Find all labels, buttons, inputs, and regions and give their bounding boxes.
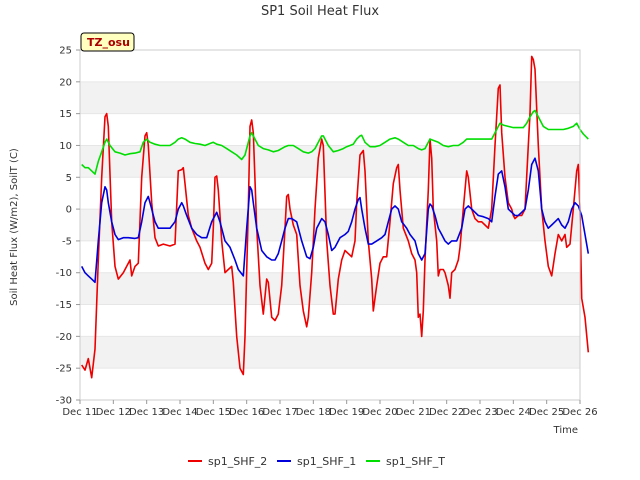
- y-tick-label: 0: [66, 205, 72, 216]
- x-tick-label: Dec 14: [162, 407, 197, 418]
- legend: sp1_SHF_2 sp1_SHF_1 sp1_SHF_T: [188, 455, 445, 468]
- x-tick-label: Dec 16: [229, 407, 264, 418]
- grid-band: [80, 336, 580, 369]
- y-tick-label: -5: [62, 236, 72, 247]
- x-tick-label: Dec 25: [529, 407, 564, 418]
- y-tick-label: -25: [56, 364, 72, 375]
- x-tick-label: Dec 22: [429, 407, 464, 418]
- site-badge-text: TZ_osu: [87, 36, 130, 49]
- y-tick-label: 10: [59, 141, 72, 152]
- x-tick-label: Dec 20: [362, 407, 397, 418]
- x-tick-label: Dec 23: [462, 407, 497, 418]
- y-tick-label: 15: [59, 109, 72, 120]
- y-tick-label: 25: [59, 46, 72, 57]
- y-tick-label: -20: [56, 332, 72, 343]
- series-line-sp1_SHF_T: [81, 109, 589, 175]
- legend-label-sp1_SHF_1: sp1_SHF_1: [297, 455, 356, 468]
- x-axis-label: Time: [553, 425, 578, 436]
- series-line-sp1_SHF_2: [81, 55, 590, 379]
- x-tick-label: Dec 12: [96, 407, 131, 418]
- grid-band: [80, 81, 580, 114]
- x-tick-label: Dec 17: [262, 407, 297, 418]
- y-tick-label: 5: [66, 173, 72, 184]
- y-tick-label: -30: [56, 396, 72, 407]
- y-tick-label: -10: [56, 268, 72, 279]
- x-tick-label: Dec 11: [62, 407, 97, 418]
- axes: [79, 49, 581, 401]
- legend-label-sp1_SHF_T: sp1_SHF_T: [386, 455, 445, 468]
- x-tick-label: Dec 21: [396, 407, 431, 418]
- chart-title: SP1 Soil Heat Flux: [261, 4, 379, 19]
- x-tick-label: Dec 19: [329, 407, 364, 418]
- grid-band: [80, 209, 580, 241]
- x-tick-label: Dec 18: [296, 407, 331, 418]
- series-line-sp1_SHF_1: [80, 157, 590, 284]
- site-badge: TZ_osu: [80, 32, 135, 52]
- x-tick-label: Dec 15: [196, 407, 231, 418]
- y-tick-label: -15: [56, 300, 72, 311]
- x-tick-label: Dec 24: [496, 407, 531, 418]
- plot-frame: [79, 49, 581, 401]
- x-tick-label: Dec 26: [562, 407, 597, 418]
- x-tick-label: Dec 13: [129, 407, 164, 418]
- site-badge-box: [80, 32, 135, 52]
- y-axis-label: Soil Heat Flux (W/m2), SoilT (C): [9, 148, 20, 306]
- series-layer: [80, 55, 590, 379]
- grid-band: [80, 145, 580, 178]
- y-axis-ticks: -30 -25 -20 -15 -10 -5 0 5 10 15 20 25: [56, 46, 80, 407]
- y-tick-label: 20: [59, 77, 72, 88]
- legend-label-sp1_SHF_2: sp1_SHF_2: [208, 455, 267, 468]
